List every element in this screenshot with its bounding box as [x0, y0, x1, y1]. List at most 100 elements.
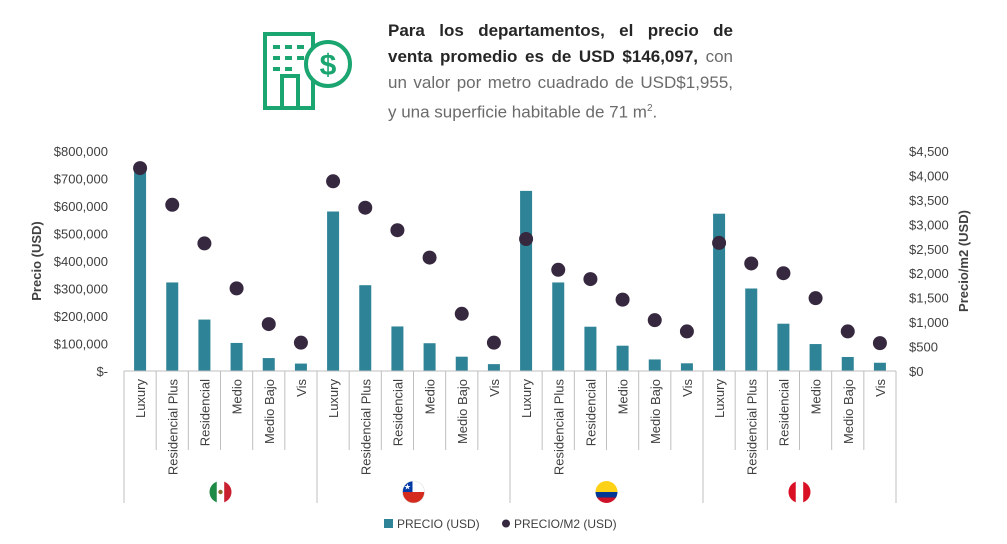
- header-summary-text: Para los departamentos, el precio de ven…: [388, 18, 733, 126]
- right-tick-label: $3,500: [909, 193, 949, 208]
- category-label: Vis: [487, 379, 502, 397]
- category-label: Residencial: [776, 379, 791, 446]
- category-label: Medio Bajo: [455, 379, 470, 444]
- category-label: Vis: [294, 379, 309, 397]
- flag-chile-icon: ★: [402, 481, 425, 503]
- category-label: Vis: [680, 379, 695, 397]
- precio-bar: [648, 359, 661, 371]
- precio-bar: [520, 190, 533, 371]
- precio-bar: [552, 282, 565, 371]
- precio-m2-dot: [261, 317, 276, 332]
- precio-m2-dot: [808, 291, 823, 306]
- category-label: Vis: [873, 379, 888, 397]
- y-axis-right-title: Precio/m2 (USD): [956, 210, 971, 312]
- right-tick-label: $0: [909, 364, 923, 379]
- precio-bar: [680, 363, 693, 371]
- precio-m2-dot: [776, 266, 791, 281]
- legend-precio-m2-swatch: [502, 519, 510, 528]
- precio-m2-dot: [390, 223, 405, 238]
- svg-text:$: $: [320, 49, 337, 82]
- precio-bar: [134, 167, 147, 371]
- header-sup-text: 2: [646, 103, 653, 114]
- flag-chile-ring: [402, 480, 425, 504]
- precio-m2-dot: [840, 324, 855, 339]
- category-label: Luxury: [519, 379, 534, 419]
- precio-m2-dot: [583, 272, 598, 287]
- left-tick-label: $200,000: [54, 309, 108, 324]
- category-label: Luxury: [712, 379, 727, 419]
- precio-m2-dot: [679, 324, 694, 339]
- precio-m2-dot: [551, 262, 566, 277]
- right-tick-label: $2,500: [909, 242, 949, 257]
- precio-bar: [262, 358, 275, 371]
- precio-m2-dot: [358, 200, 373, 215]
- precio-bar: [873, 362, 886, 371]
- category-label: Residencial Plus: [358, 379, 373, 476]
- legend-precio-swatch: [384, 519, 393, 528]
- left-tick-label: $800,000: [54, 144, 108, 159]
- right-tick-label: $1,500: [909, 291, 949, 306]
- left-tick-label: $500,000: [54, 227, 108, 242]
- precio-bar: [616, 345, 629, 371]
- left-tick-label: $100,000: [54, 337, 108, 352]
- header-tail-text: .: [652, 102, 658, 122]
- left-tick-label: $-: [96, 364, 108, 379]
- category-label: Medio Bajo: [841, 379, 856, 444]
- building-dollar-icon: $: [262, 30, 354, 112]
- precio-m2-dot: [615, 292, 630, 307]
- precio-bar: [391, 326, 404, 371]
- category-label: Medio: [809, 379, 824, 414]
- precio-m2-dot: [872, 336, 887, 351]
- category-label: Luxury: [326, 379, 341, 419]
- category-label: Medio: [230, 379, 245, 414]
- precio-m2-dot: [197, 236, 212, 251]
- precio-bar: [327, 211, 340, 371]
- precio-m2-dot: [519, 232, 534, 246]
- left-tick-label: $700,000: [54, 172, 108, 187]
- precio-m2-dot: [454, 306, 469, 321]
- precio-bar: [584, 326, 597, 371]
- precio-bar: [359, 285, 372, 371]
- flag-colombia-icon: [595, 481, 618, 503]
- precio-bar: [841, 356, 854, 371]
- precio-m2-dot: [229, 281, 244, 296]
- precio-bar: [455, 356, 468, 371]
- y-axis-left-title: Precio (USD): [29, 221, 44, 300]
- category-label: Medio: [423, 379, 438, 414]
- right-tick-label: $4,000: [909, 168, 949, 183]
- flag-mexico-icon: [209, 481, 232, 503]
- precio-m2-dot: [647, 313, 662, 328]
- header-section: $ Para los departamentos, el precio de v…: [0, 0, 1007, 130]
- precio-bar: [166, 282, 179, 371]
- header-bold-text: Para los departamentos, el precio de ven…: [388, 21, 733, 66]
- category-label: Residencial Plus: [744, 379, 759, 476]
- category-label: Medio: [616, 379, 631, 414]
- legend-precio-m2-label: PRECIO/M2 (USD): [514, 517, 617, 531]
- right-tick-label: $500: [909, 340, 938, 355]
- precio-m2-dot: [744, 256, 759, 271]
- right-tick-label: $3,000: [909, 217, 949, 232]
- precio-bar: [230, 342, 243, 371]
- precio-m2-dot: [133, 161, 148, 176]
- precio-m2-dot: [165, 197, 180, 212]
- precio-bar: [487, 364, 500, 371]
- category-label: Medio Bajo: [648, 379, 663, 444]
- category-label: Residencial Plus: [165, 379, 180, 476]
- header-rest-text: con un valor por metro cuadrado de USD$1…: [388, 47, 733, 122]
- category-label: Residencial: [197, 379, 212, 446]
- price-chart: $800,000 $700,000 $600,000 $500,000 $400,000…: [29, 144, 971, 531]
- precio-m2-dot: [326, 174, 341, 189]
- precio-bar: [423, 343, 436, 371]
- precio-bar: [745, 288, 758, 371]
- category-label: Residencial Plus: [551, 379, 566, 476]
- precio-m2-dot: [293, 335, 308, 350]
- svg-text:★: ★: [404, 483, 411, 492]
- right-tick-label: $2,000: [909, 266, 949, 281]
- right-tick-label: $4,500: [909, 144, 949, 159]
- category-label: Luxury: [133, 379, 148, 419]
- precio-m2-dot: [712, 235, 727, 250]
- precio-m2-dot: [422, 250, 437, 265]
- precio-bar: [294, 363, 307, 371]
- category-label: Residencial: [583, 379, 598, 446]
- category-label: Medio Bajo: [262, 379, 277, 444]
